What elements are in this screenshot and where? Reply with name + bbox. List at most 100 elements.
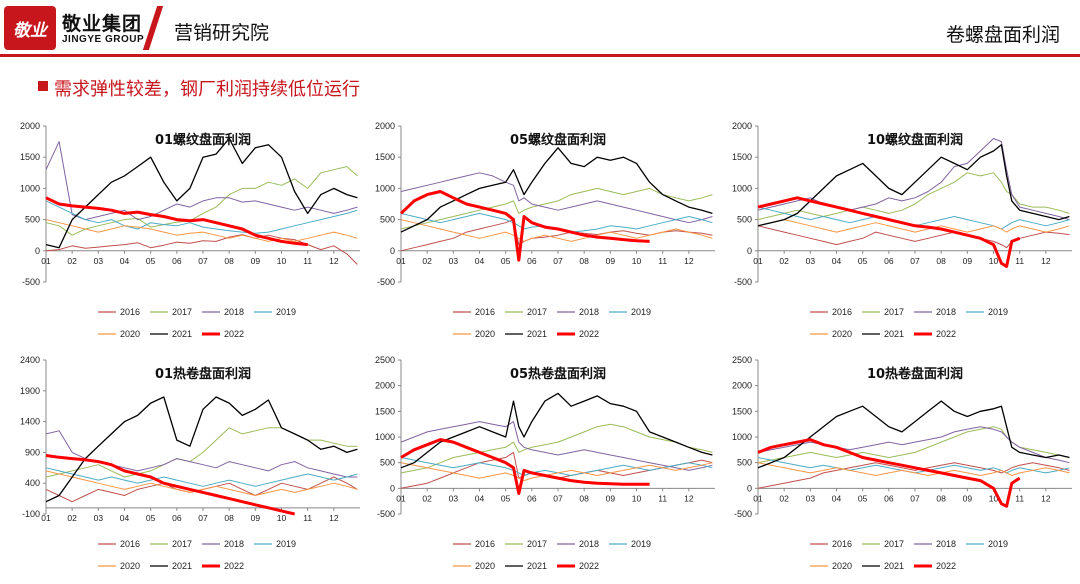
department-name: 营销研究院: [174, 22, 270, 44]
x-tick-label: 12: [329, 513, 339, 523]
series-line-2018: [757, 138, 1070, 221]
y-tick-label: 0: [390, 483, 395, 493]
legend-label-2021: 2021: [884, 329, 904, 339]
series-line-2016: [400, 219, 713, 252]
series-line-2020: [45, 219, 358, 242]
y-tick-label: 2500: [375, 355, 395, 365]
y-tick-label: 2500: [732, 355, 752, 365]
x-tick-label: 02: [67, 256, 77, 266]
x-tick-label: 05: [146, 513, 156, 523]
x-tick-label: 08: [936, 256, 946, 266]
legend-label-2021: 2021: [527, 329, 547, 339]
x-tick-label: 12: [684, 256, 694, 266]
x-tick-label: 07: [553, 256, 563, 266]
y-tick-label: 2000: [375, 121, 395, 131]
series-line-2020: [757, 462, 1070, 476]
y-tick-label: 500: [737, 458, 752, 468]
x-tick-label: 09: [963, 256, 973, 266]
x-tick-label: 01: [753, 256, 763, 266]
y-tick-label: 2000: [732, 381, 752, 391]
y-tick-label: 500: [380, 215, 395, 225]
legend-label-2019: 2019: [276, 539, 296, 549]
x-tick-label: 07: [910, 256, 920, 266]
x-tick-label: 06: [172, 256, 182, 266]
y-tick-label: 1900: [20, 386, 40, 396]
x-tick-label: 03: [449, 493, 459, 503]
series-line-2021: [757, 400, 1070, 469]
y-tick-label: 2000: [732, 121, 752, 131]
x-tick-label: 04: [120, 256, 130, 266]
y-tick-label: 500: [25, 215, 40, 225]
series-line-2021: [400, 147, 713, 233]
chart-title: 01螺纹盘面利润: [155, 132, 251, 148]
x-tick-label: 10: [277, 256, 287, 266]
series-line-2022: [45, 196, 308, 247]
x-tick-label: 12: [1041, 256, 1051, 266]
y-tick-label: 0: [35, 246, 40, 256]
header-divider-line: [0, 54, 1080, 57]
x-tick-label: 06: [884, 493, 894, 503]
y-tick-label: 2000: [375, 381, 395, 391]
series-line-2018: [400, 172, 713, 224]
x-tick-label: 07: [553, 493, 563, 503]
x-tick-label: 09: [606, 493, 616, 503]
series-line-2019: [400, 457, 713, 476]
legend-label-2021: 2021: [527, 561, 547, 571]
legend-label-2017: 2017: [172, 307, 192, 317]
legend-label-2017: 2017: [884, 539, 904, 549]
series-line-2022: [757, 196, 1021, 268]
legend-label-2020: 2020: [120, 561, 140, 571]
x-tick-label: 07: [198, 513, 208, 523]
legend-label-2022: 2022: [579, 329, 599, 339]
legend-label-2017: 2017: [527, 307, 547, 317]
x-tick-label: 12: [329, 256, 339, 266]
x-tick-label: 03: [806, 493, 816, 503]
legend-label-2022: 2022: [224, 329, 244, 339]
y-tick-label: 0: [747, 246, 752, 256]
company-name-en: JINGYE GROUP: [62, 34, 145, 45]
header-bar: 敬业 敬业集团 JINGYE GROUP 营销研究院 卷螺盘面利润: [0, 0, 1080, 58]
chart-panel-2: -500 0 500 1000 1500 2000 01 02 03 04 05 06 07 08 09 10…: [375, 121, 715, 339]
legend-label-2018: 2018: [936, 307, 956, 317]
series-line-2022: [45, 454, 295, 516]
y-tick-label: -100: [22, 509, 40, 519]
series-line-2022: [399, 190, 650, 262]
series-line-2020: [45, 470, 358, 496]
y-tick-label: -500: [734, 277, 752, 287]
x-tick-label: 11: [303, 256, 312, 266]
y-tick-label: 1000: [375, 432, 395, 442]
legend-label-2020: 2020: [475, 561, 495, 571]
legend-label-2020: 2020: [832, 561, 852, 571]
x-tick-label: 04: [475, 493, 485, 503]
series-line-2016: [757, 462, 1070, 489]
company-name: 敬业集团: [62, 13, 143, 35]
x-tick-label: 03: [94, 513, 104, 523]
y-tick-label: 1500: [20, 152, 40, 162]
legend-label-2018: 2018: [224, 307, 244, 317]
series-line-2016: [400, 451, 713, 489]
x-tick-label: 01: [396, 493, 406, 503]
x-tick-label: 10: [989, 493, 999, 503]
series-line-2019: [45, 467, 358, 487]
logo-text: 敬业: [13, 21, 47, 41]
series-line-2018: [45, 141, 358, 221]
legend-label-2022: 2022: [224, 561, 244, 571]
x-tick-label: 06: [884, 256, 894, 266]
y-tick-label: 2400: [20, 355, 40, 365]
x-tick-label: 02: [779, 493, 789, 503]
x-tick-label: 03: [806, 256, 816, 266]
y-tick-label: -500: [377, 509, 395, 519]
chart-title: 10热卷盘面利润: [867, 366, 963, 382]
legend-label-2018: 2018: [936, 539, 956, 549]
chart-title: 10螺纹盘面利润: [867, 132, 963, 148]
legend-label-2018: 2018: [579, 307, 599, 317]
series-line-2022: [757, 438, 1021, 508]
x-tick-label: 04: [832, 493, 842, 503]
y-tick-label: -500: [734, 509, 752, 519]
x-tick-label: 01: [396, 256, 406, 266]
y-tick-label: -500: [377, 277, 395, 287]
x-tick-label: 09: [251, 256, 261, 266]
x-tick-label: 11: [1015, 256, 1024, 266]
y-tick-label: 1000: [20, 183, 40, 193]
x-tick-label: 03: [449, 256, 459, 266]
